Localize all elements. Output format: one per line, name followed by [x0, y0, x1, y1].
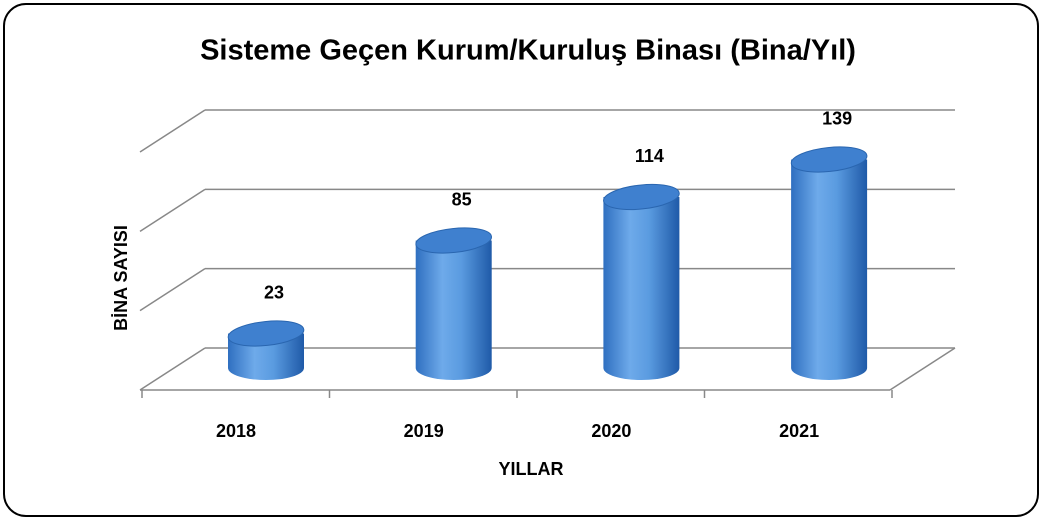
- bar: [415, 240, 492, 380]
- x-tick-label: 2021: [779, 421, 819, 441]
- grid-line-side: [139, 268, 206, 312]
- floor-edge: [889, 347, 956, 391]
- bar-top: [603, 183, 680, 211]
- x-tick-label: 2019: [404, 421, 444, 441]
- bar: [791, 159, 868, 380]
- data-label: 23: [264, 282, 284, 302]
- x-tick-label: 2018: [216, 421, 256, 441]
- frame: [3, 3, 1039, 517]
- grid-line-side: [139, 188, 206, 232]
- bar-top: [790, 146, 868, 173]
- y-axis-label: BİNA SAYISI: [111, 225, 131, 331]
- x-tick-label: 2020: [591, 421, 631, 441]
- bar: [603, 197, 680, 380]
- chart-title: Sisteme Geçen Kurum/Kuruluş Binası (Bina…: [200, 35, 856, 67]
- data-label: 114: [635, 146, 664, 166]
- grid-line-side: [139, 347, 206, 391]
- bar-top: [227, 320, 305, 347]
- data-label: 139: [822, 108, 852, 128]
- data-label: 85: [452, 189, 472, 209]
- bar-top: [415, 227, 493, 254]
- x-axis-label: YILLAR: [499, 459, 564, 479]
- grid-line-side: [139, 109, 206, 153]
